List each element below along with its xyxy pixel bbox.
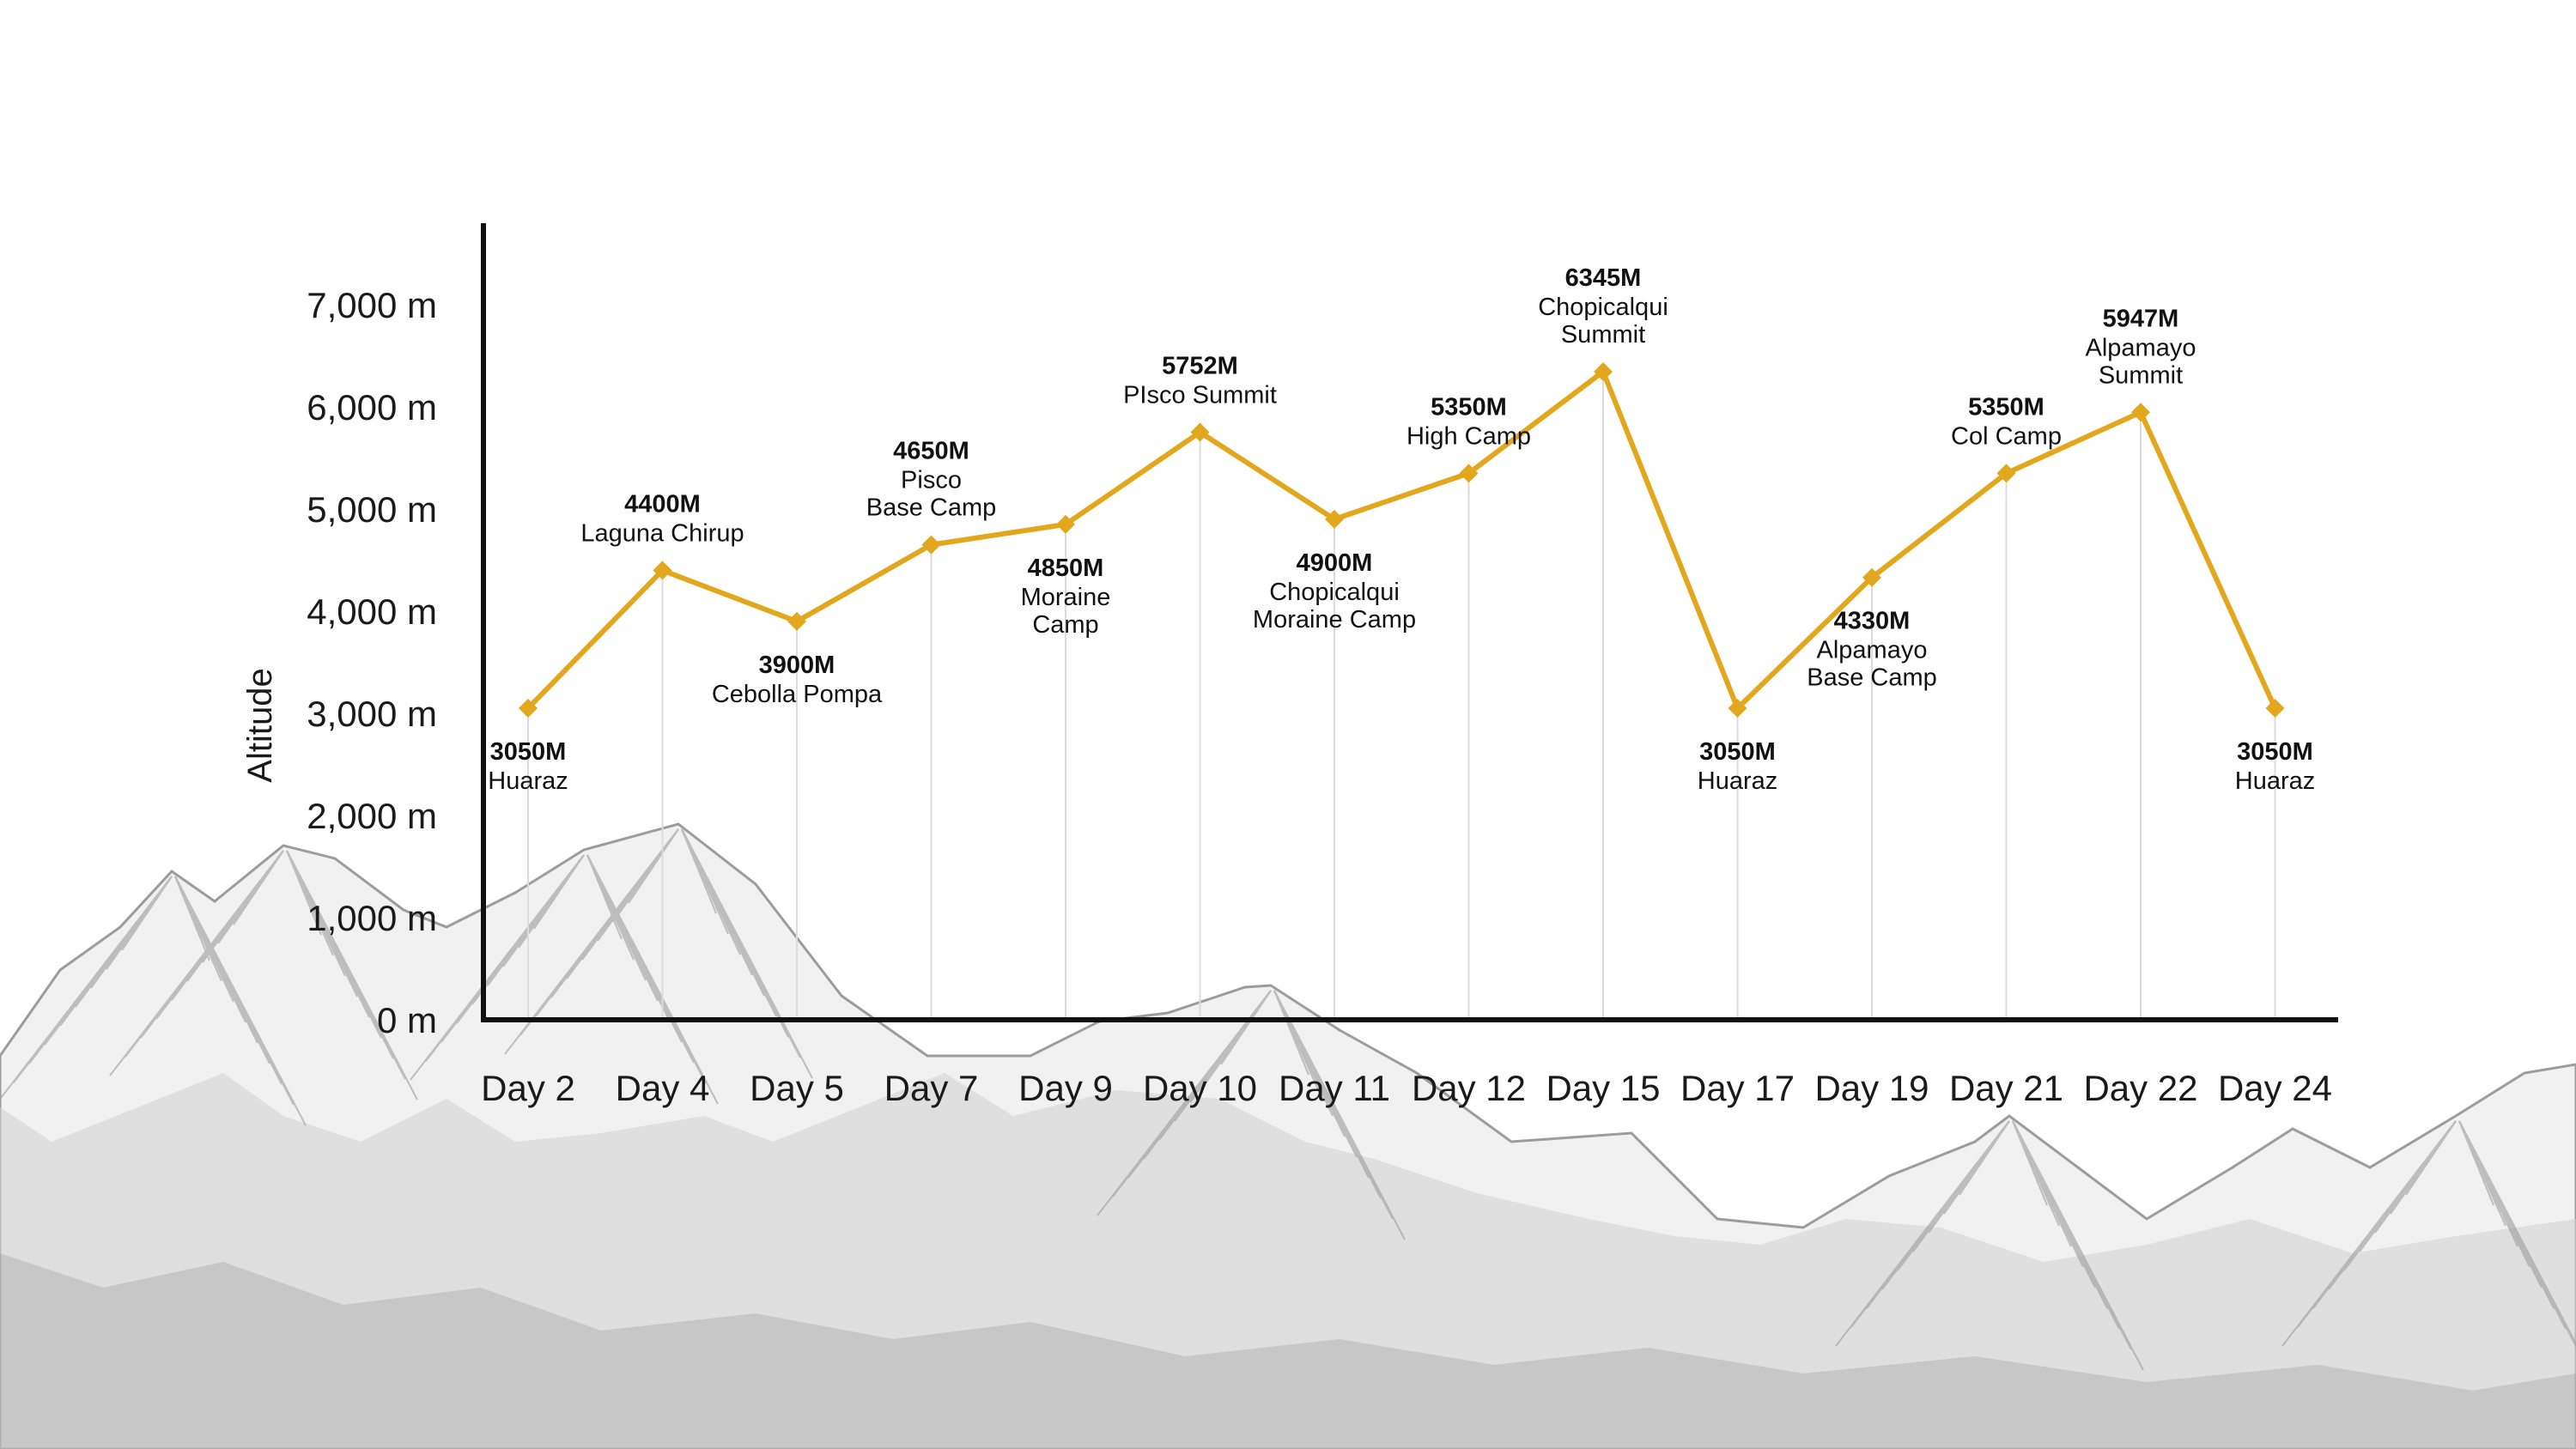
data-label-place: High Camp <box>1406 422 1531 450</box>
data-label-place: Base Camp <box>1807 664 1937 692</box>
mountain-ridge-mid <box>0 1073 2576 1449</box>
data-label-place: Alpamayo <box>1817 637 1928 664</box>
data-label-value: 5350M <box>1431 393 1507 421</box>
data-point-marker <box>1862 567 1881 587</box>
data-label-place: Summit <box>1561 321 1645 349</box>
y-tick-label: 7,000 m <box>307 285 437 325</box>
x-tick-label: Day 22 <box>2083 1068 2197 1108</box>
data-label-value: 4650M <box>893 438 969 465</box>
data-label-place: Huaraz <box>2235 767 2316 795</box>
x-tick-label: Day 15 <box>1546 1068 1660 1108</box>
data-point-marker <box>519 699 538 718</box>
data-label-place: Col Camp <box>1951 422 2062 450</box>
data-label-value: 4900M <box>1297 549 1373 577</box>
data-label-value: 3050M <box>490 738 567 766</box>
data-label-value: 6345M <box>1565 264 1642 292</box>
data-point-marker <box>1190 422 1210 442</box>
mountain-hatching <box>0 828 2576 1371</box>
data-point-marker <box>787 611 806 631</box>
data-label-value: 3050M <box>2237 738 2313 766</box>
data-point-marker <box>1459 464 1479 483</box>
data-point-marker <box>1056 514 1075 534</box>
y-tick-label: 3,000 m <box>307 694 437 734</box>
data-label-place: Cebolla Pompa <box>712 681 883 708</box>
y-tick-label: 0 m <box>377 1000 437 1040</box>
x-tick-label: Day 21 <box>1949 1068 2063 1108</box>
data-label-place: Summit <box>2099 361 2183 389</box>
y-tick-label: 4,000 m <box>307 591 437 632</box>
data-label-place: Huaraz <box>488 767 568 795</box>
x-tick-label: Day 11 <box>1279 1068 1390 1108</box>
data-point-marker <box>653 561 672 580</box>
data-label-place: Camp <box>1032 611 1098 639</box>
x-tick-label: Day 9 <box>1018 1068 1113 1108</box>
y-tick-label: 5,000 m <box>307 489 437 530</box>
data-point-marker <box>2265 699 2285 718</box>
y-tick-label: 6,000 m <box>307 387 437 427</box>
y-axis-title: Altitude <box>241 668 279 782</box>
data-label-place: Chopicalqui <box>1538 294 1668 321</box>
x-tick-label: Day 4 <box>616 1068 710 1108</box>
data-label-place: Chopicalqui <box>1269 579 1400 606</box>
data-point-marker <box>1996 464 2016 483</box>
data-label-value: 4330M <box>1834 608 1911 635</box>
x-tick-label: Day 7 <box>884 1068 979 1108</box>
y-axis-ticks: 0 m 1,000 m 2,000 m 3,000 m 4,000 m 5,000 m 6,… <box>307 285 437 1040</box>
data-label-value: 3050M <box>1699 738 1776 766</box>
data-label-value: 5350M <box>1968 393 2044 421</box>
x-tick-label: Day 17 <box>1680 1068 1795 1108</box>
guide-lines <box>527 371 2276 1020</box>
y-tick-label: 2,000 m <box>307 796 437 836</box>
data-label-place: Huaraz <box>1698 767 1778 795</box>
mountain-ridge-front <box>0 1253 2576 1449</box>
data-point-marker <box>1728 699 1747 718</box>
data-label-place: Laguna Chirup <box>580 519 744 547</box>
data-markers <box>519 361 2285 718</box>
x-tick-label: Day 12 <box>1412 1068 1526 1108</box>
x-tick-label: Day 24 <box>2218 1068 2332 1108</box>
data-label-place: Alpamayo <box>2086 334 2196 361</box>
data-point-marker <box>921 535 941 555</box>
y-tick-label: 1,000 m <box>307 898 437 938</box>
data-label-place: Base Camp <box>866 494 997 522</box>
data-label-place: Moraine Camp <box>1253 606 1416 634</box>
altitude-series-line <box>526 368 2278 712</box>
data-label-value: 4850M <box>1028 555 1104 582</box>
data-label-value: 5752M <box>1162 353 1238 380</box>
data-label-place: Moraine <box>1021 584 1111 611</box>
x-tick-label: Day 10 <box>1143 1068 1257 1108</box>
x-tick-label: Day 19 <box>1814 1068 1929 1108</box>
mountain-illustration <box>0 822 2576 1449</box>
data-label-value: 4400M <box>624 490 701 518</box>
data-point-marker <box>1594 361 1613 381</box>
x-axis-ticks: Day 2 Day 4 Day 5 Day 7 Day 9 Day 10 Day 11 Day… <box>481 1068 2332 1108</box>
data-label-place: Pisco <box>901 467 962 494</box>
x-tick-label: Day 2 <box>481 1068 575 1108</box>
data-label-place: PIsco Summit <box>1123 382 1277 409</box>
data-point-marker <box>1325 509 1344 529</box>
x-tick-label: Day 5 <box>750 1068 844 1108</box>
data-label-value: 3900M <box>759 652 835 679</box>
data-label-value: 5947M <box>2103 305 2179 332</box>
data-point-marker <box>2131 403 2150 422</box>
